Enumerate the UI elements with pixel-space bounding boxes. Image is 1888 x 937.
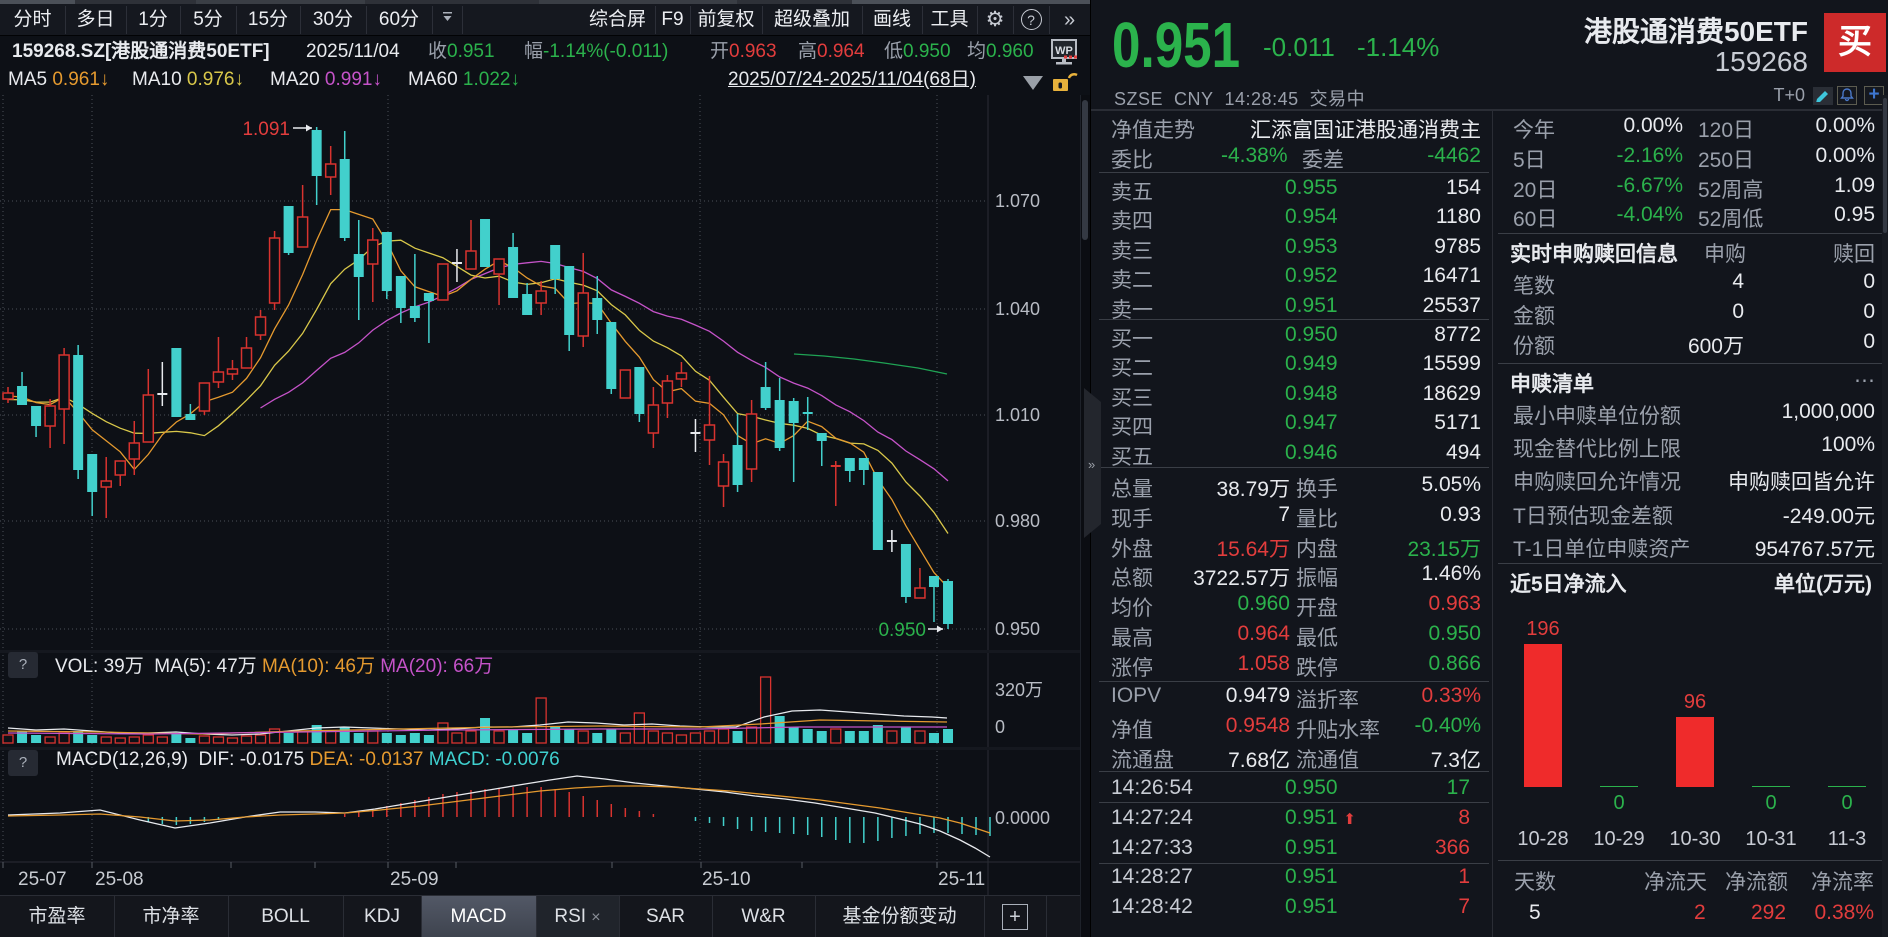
svg-text:0.950: 0.950 xyxy=(878,620,926,641)
svg-text:25-09: 25-09 xyxy=(390,869,439,890)
svg-text:WP: WP xyxy=(1055,45,1073,57)
svg-text:25-11: 25-11 xyxy=(938,869,985,890)
svg-text:25-07: 25-07 xyxy=(18,869,67,890)
svg-text:320万: 320万 xyxy=(995,680,1043,700)
svg-text:1.040: 1.040 xyxy=(995,299,1040,319)
svg-text:0.980: 0.980 xyxy=(995,511,1040,531)
svg-text:0.0000: 0.0000 xyxy=(995,808,1050,828)
svg-text:0.950: 0.950 xyxy=(995,619,1040,639)
svg-text:1.010: 1.010 xyxy=(995,405,1040,425)
svg-text:1.070: 1.070 xyxy=(995,191,1040,211)
svg-text:»: » xyxy=(1088,457,1095,472)
svg-text:0: 0 xyxy=(995,717,1005,737)
svg-text:25-08: 25-08 xyxy=(95,869,144,890)
svg-text:25-10: 25-10 xyxy=(702,869,751,890)
svg-text:1.091: 1.091 xyxy=(242,119,290,140)
